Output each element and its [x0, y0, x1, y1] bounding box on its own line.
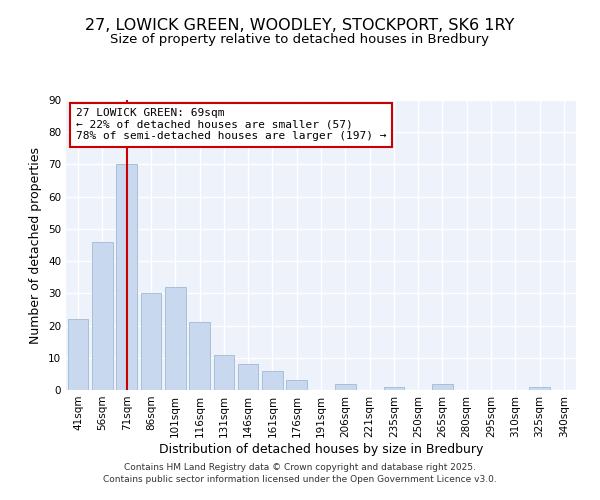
Bar	[68, 319, 88, 390]
Bar	[335, 384, 356, 390]
Bar	[214, 354, 234, 390]
Bar	[92, 242, 113, 390]
Text: 27 LOWICK GREEN: 69sqm
← 22% of detached houses are smaller (57)
78% of semi-det: 27 LOWICK GREEN: 69sqm ← 22% of detached…	[76, 108, 386, 142]
Bar	[238, 364, 259, 390]
Bar	[262, 370, 283, 390]
Bar	[140, 294, 161, 390]
Text: Contains HM Land Registry data © Crown copyright and database right 2025.: Contains HM Land Registry data © Crown c…	[124, 464, 476, 472]
Text: 27, LOWICK GREEN, WOODLEY, STOCKPORT, SK6 1RY: 27, LOWICK GREEN, WOODLEY, STOCKPORT, SK…	[85, 18, 515, 32]
Text: Size of property relative to detached houses in Bredbury: Size of property relative to detached ho…	[110, 34, 490, 46]
Bar	[165, 287, 185, 390]
Text: Contains public sector information licensed under the Open Government Licence v3: Contains public sector information licen…	[103, 474, 497, 484]
Bar	[286, 380, 307, 390]
Bar	[529, 387, 550, 390]
Bar	[116, 164, 137, 390]
Y-axis label: Number of detached properties: Number of detached properties	[29, 146, 43, 344]
X-axis label: Distribution of detached houses by size in Bredbury: Distribution of detached houses by size …	[159, 442, 483, 456]
Bar	[189, 322, 210, 390]
Bar	[432, 384, 453, 390]
Bar	[383, 387, 404, 390]
